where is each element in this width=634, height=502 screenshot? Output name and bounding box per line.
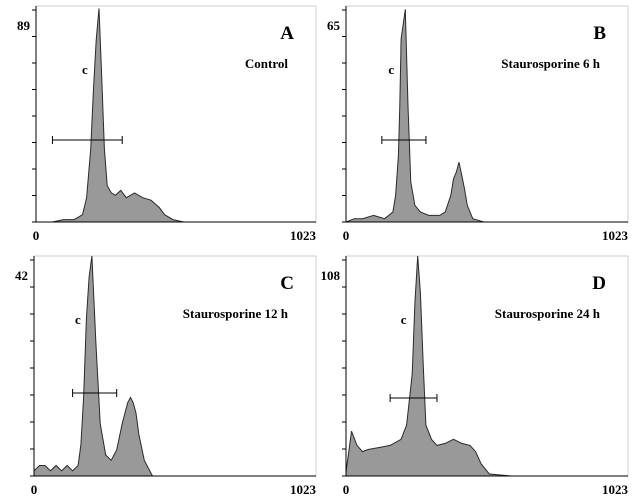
condition-label: Control bbox=[245, 56, 288, 71]
histogram-series bbox=[345, 9, 628, 223]
y-max-label: 42 bbox=[15, 268, 28, 283]
peak-label: c bbox=[75, 312, 81, 327]
y-max-label: 89 bbox=[17, 18, 31, 33]
condition-label: Staurosporine 24 h bbox=[495, 306, 601, 321]
x-tick-label-min: 0 bbox=[33, 228, 40, 243]
x-tick-label-max: 1023 bbox=[290, 228, 317, 243]
x-tick-label-min: 0 bbox=[343, 228, 350, 243]
x-tick-label-max: 1023 bbox=[602, 228, 629, 243]
condition-label: Staurosporine 12 h bbox=[183, 306, 289, 321]
panel-c: 42 0 1023 C Staurosporine 12 h c bbox=[15, 255, 317, 497]
y-max-label: 65 bbox=[327, 18, 341, 33]
panel-letter: D bbox=[592, 273, 606, 294]
plot-frame bbox=[345, 5, 629, 223]
histogram-series bbox=[345, 255, 628, 477]
panel-letter: B bbox=[593, 23, 606, 44]
peak-label: c bbox=[401, 312, 407, 327]
panel-a: 89 0 1023 A Control c bbox=[17, 5, 317, 243]
plot-frame bbox=[345, 255, 629, 477]
y-max-label: 108 bbox=[321, 268, 341, 283]
condition-label: Staurosporine 6 h bbox=[501, 56, 600, 71]
peak-label: c bbox=[82, 62, 88, 77]
panel-letter: A bbox=[280, 23, 294, 44]
panel-letter: C bbox=[280, 273, 294, 294]
peak-label: c bbox=[388, 62, 394, 77]
x-tick-label-min: 0 bbox=[343, 482, 350, 497]
panel-d: 108 0 1023 D Staurosporine 24 h c bbox=[321, 255, 629, 497]
x-tick-label-max: 1023 bbox=[602, 482, 629, 497]
x-tick-label-min: 0 bbox=[31, 482, 38, 497]
x-tick-label-max: 1023 bbox=[290, 482, 317, 497]
histogram-series bbox=[36, 8, 316, 223]
plot-frame bbox=[35, 5, 317, 223]
plot-frame bbox=[33, 255, 317, 477]
histogram-series bbox=[33, 255, 316, 477]
panel-b: 65 0 1023 B Staurosporine 6 h c bbox=[327, 5, 629, 243]
